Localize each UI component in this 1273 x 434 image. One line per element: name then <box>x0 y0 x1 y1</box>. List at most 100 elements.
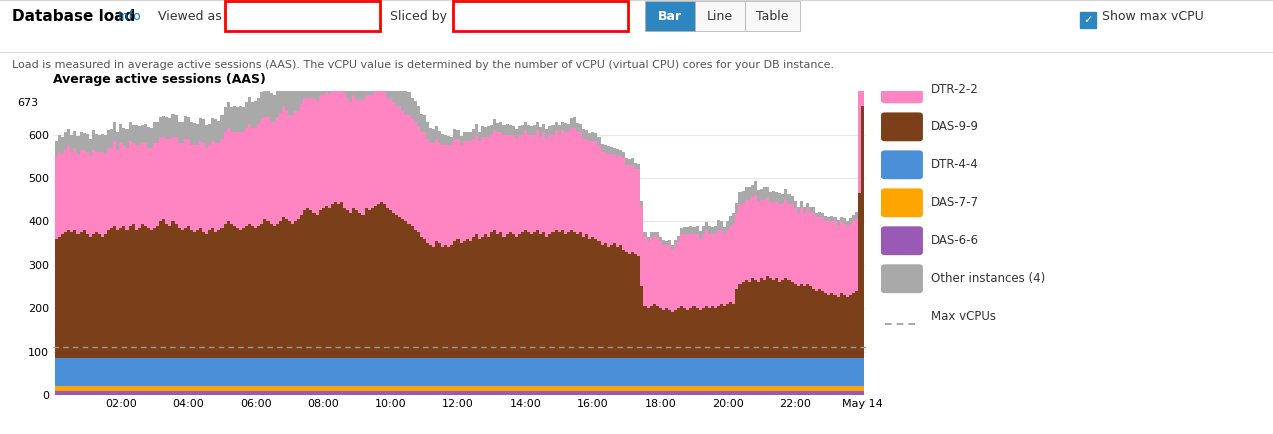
Bar <box>460 136 462 145</box>
Bar <box>564 132 566 234</box>
Bar <box>353 391 355 395</box>
Bar <box>141 143 144 224</box>
Bar <box>714 386 717 391</box>
Bar <box>318 358 322 386</box>
Bar <box>165 386 168 391</box>
Bar <box>466 239 468 358</box>
Bar <box>843 358 845 386</box>
Bar <box>588 358 592 386</box>
Bar <box>858 0 861 28</box>
Bar <box>658 386 662 391</box>
Bar <box>107 391 111 395</box>
Bar <box>398 80 401 106</box>
Bar <box>220 358 224 386</box>
Bar <box>861 0 864 106</box>
Bar <box>665 245 668 308</box>
Bar <box>686 358 690 386</box>
Bar <box>542 132 545 232</box>
Bar <box>466 391 468 395</box>
Bar <box>353 386 355 391</box>
Bar <box>680 391 684 395</box>
Bar <box>168 358 172 386</box>
Bar <box>276 117 279 224</box>
Bar <box>453 391 457 395</box>
Bar <box>337 204 340 358</box>
Bar <box>607 358 610 386</box>
Bar <box>675 358 677 386</box>
Bar <box>92 234 95 358</box>
Bar <box>344 93 346 208</box>
Bar <box>812 213 815 289</box>
Bar <box>808 213 812 286</box>
Bar <box>359 70 362 100</box>
Bar <box>168 226 172 358</box>
Bar <box>327 66 331 95</box>
Bar <box>294 358 297 386</box>
Bar <box>560 391 564 395</box>
Bar <box>242 386 244 391</box>
Bar <box>359 386 362 391</box>
Bar <box>468 358 472 386</box>
Bar <box>157 358 159 386</box>
Bar <box>416 386 420 391</box>
Bar <box>788 204 791 280</box>
Bar <box>686 386 690 391</box>
Bar <box>701 358 705 386</box>
Bar <box>551 391 555 395</box>
Bar <box>129 141 131 226</box>
Bar <box>597 358 601 386</box>
Bar <box>364 386 368 391</box>
Bar <box>649 358 653 386</box>
Bar <box>695 308 699 358</box>
Bar <box>453 129 457 139</box>
Bar <box>824 221 827 293</box>
Bar <box>159 386 162 391</box>
Bar <box>193 123 196 145</box>
Bar <box>845 221 849 226</box>
Bar <box>444 135 447 145</box>
Bar <box>496 132 499 234</box>
Bar <box>98 135 101 152</box>
Bar <box>751 386 754 391</box>
Bar <box>533 135 536 232</box>
Bar <box>276 391 279 395</box>
Bar <box>281 106 285 217</box>
Bar <box>834 221 836 295</box>
Bar <box>196 391 199 395</box>
Bar <box>64 358 67 386</box>
Bar <box>555 391 558 395</box>
Bar <box>560 130 564 230</box>
Bar <box>675 386 677 391</box>
Bar <box>196 124 199 145</box>
Bar <box>126 358 129 386</box>
Bar <box>566 386 570 391</box>
Bar <box>383 386 386 391</box>
Bar <box>362 386 364 391</box>
Bar <box>840 221 843 293</box>
Bar <box>236 386 239 391</box>
Bar <box>165 224 168 358</box>
Bar <box>821 213 824 217</box>
Bar <box>242 228 244 358</box>
Bar <box>490 386 493 391</box>
Bar <box>353 208 355 358</box>
Bar <box>398 106 401 217</box>
Bar <box>416 232 420 358</box>
Bar <box>803 207 806 213</box>
Bar <box>444 358 447 386</box>
Bar <box>307 391 309 395</box>
Bar <box>808 358 812 386</box>
Bar <box>836 226 840 297</box>
Bar <box>157 122 159 143</box>
Bar <box>545 386 549 391</box>
Bar <box>493 391 496 395</box>
Bar <box>257 358 261 386</box>
Bar <box>797 386 799 391</box>
Bar <box>242 107 244 132</box>
Bar <box>597 145 601 241</box>
Bar <box>460 386 462 391</box>
Bar <box>355 386 359 391</box>
Bar <box>331 391 334 395</box>
Bar <box>573 117 575 128</box>
Bar <box>695 1 745 31</box>
